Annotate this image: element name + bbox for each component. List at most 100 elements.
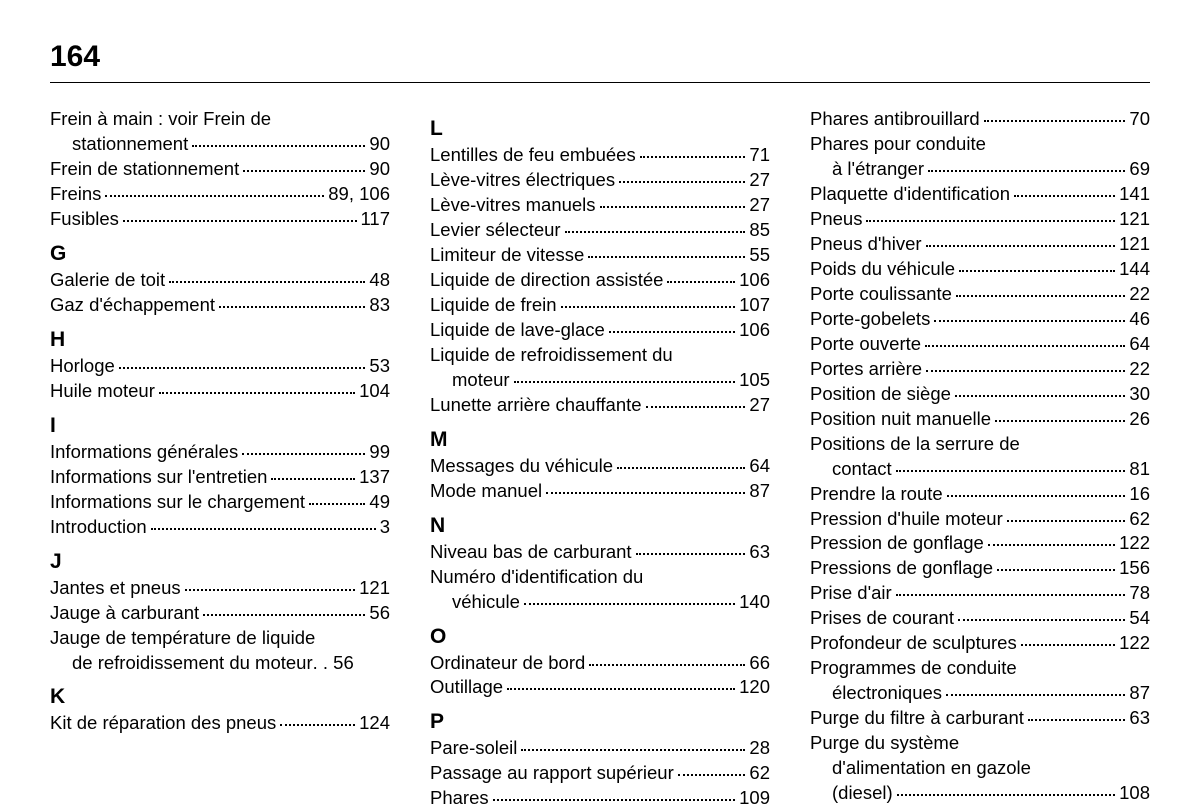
- index-entry-page: 26: [1129, 407, 1150, 432]
- index-entry: Levier sélecteur85: [430, 218, 770, 243]
- index-entry-page: 30: [1129, 382, 1150, 407]
- index-entry: Pressions de gonflage156: [810, 556, 1150, 581]
- page-number: 164: [50, 40, 1150, 74]
- index-entry-page: 106: [739, 268, 770, 293]
- index-entry-label: Lunette arrière chauffante: [430, 393, 642, 418]
- letter-heading: G: [50, 242, 390, 266]
- index-entry-page: 99: [369, 440, 390, 465]
- index-leader-dots: [896, 470, 1126, 472]
- index-entry: Lève-vitres manuels27: [430, 193, 770, 218]
- index-leader-dots: [169, 281, 365, 283]
- index-entry-label: Plaquette d'identification: [810, 182, 1010, 207]
- index-entry: Lunette arrière chauffante27: [430, 393, 770, 418]
- index-leader-dots: [947, 495, 1126, 497]
- index-leader-dots: [866, 220, 1115, 222]
- index-entry-label: Porte coulissante: [810, 282, 952, 307]
- index-entry-label: Prises de courant: [810, 606, 954, 631]
- index-entry-page: 64: [749, 454, 770, 479]
- index-entry-label: contact: [810, 457, 892, 482]
- index-entry-page: 141: [1119, 182, 1150, 207]
- index-column: LLentilles de feu embuées71Lève-vitres é…: [430, 107, 770, 811]
- index-leader-dots: [1014, 195, 1115, 197]
- index-entry-page: 62: [1129, 507, 1150, 532]
- index-entry: Liquide de lave-glace 106: [430, 318, 770, 343]
- index-entry: moteur105: [430, 368, 770, 393]
- index-entry-page: 16: [1129, 482, 1150, 507]
- index-entry-page: 108: [1119, 781, 1150, 806]
- index-entry-page: 62: [749, 761, 770, 786]
- index-entry-page: 89, 106: [328, 182, 390, 207]
- index-entry-label: stationnement: [50, 132, 188, 157]
- index-entry: Positions de la serrure de: [810, 432, 1150, 457]
- index-leader-dots: [514, 381, 736, 383]
- index-entry-page: 85: [749, 218, 770, 243]
- index-entry: Jauge de température de liquide: [50, 626, 390, 651]
- index-entry-label: Profondeur de sculptures: [810, 631, 1017, 656]
- index-entry-label: électroniques: [810, 681, 942, 706]
- index-entry-page: 69: [1129, 157, 1150, 182]
- index-entry-page: 106: [739, 318, 770, 343]
- index-entry-page: 48: [369, 268, 390, 293]
- index-entry-label: Niveau bas de carburant: [430, 540, 632, 565]
- index-leader-dots: [959, 270, 1115, 272]
- index-entry-label: Jauge de température de liquide: [50, 626, 315, 651]
- index-leader-dots: [636, 553, 746, 555]
- index-entry: Fusibles117: [50, 207, 390, 232]
- index-entry: Passage au rapport supérieur62: [430, 761, 770, 786]
- index-entry-label: Position nuit manuelle: [810, 407, 991, 432]
- index-entry: Phares109: [430, 786, 770, 811]
- index-entry-label: Liquide de lave-glace: [430, 318, 605, 343]
- index-column: Frein à main : voir Frein destationnemen…: [50, 107, 390, 811]
- index-leader-dots: [896, 594, 1126, 596]
- index-leader-dots: [646, 406, 746, 408]
- index-leader-dots: [678, 774, 746, 776]
- index-entry-label: Jantes et pneus: [50, 576, 181, 601]
- index-entry: Frein à main : voir Frein de: [50, 107, 390, 132]
- index-entry: Position de siège30: [810, 382, 1150, 407]
- index-leader-dots: [588, 256, 745, 258]
- index-leader-dots: [242, 453, 365, 455]
- index-entry-label: Liquide de refroidissement du: [430, 343, 673, 368]
- index-columns: Frein à main : voir Frein destationnemen…: [50, 107, 1150, 811]
- index-entry: Lentilles de feu embuées71: [430, 143, 770, 168]
- index-entry-page: 144: [1119, 257, 1150, 282]
- index-entry-label: Galerie de toit: [50, 268, 165, 293]
- index-leader-dots: [667, 281, 735, 283]
- index-entry: Poids du véhicule144: [810, 257, 1150, 282]
- index-entry-label: Liquide de frein: [430, 293, 557, 318]
- index-entry-label: Mode manuel: [430, 479, 542, 504]
- index-entry-label: Huile moteur: [50, 379, 155, 404]
- index-entry-page: 122: [1119, 631, 1150, 656]
- index-entry-page: 140: [739, 590, 770, 615]
- index-entry-label: Numéro d'identification du: [430, 565, 643, 590]
- index-entry: véhicule140: [430, 590, 770, 615]
- index-entry: Pression de gonflage122: [810, 531, 1150, 556]
- index-entry-label: Pression de gonflage: [810, 531, 984, 556]
- index-entry-label: Purge du système: [810, 731, 959, 756]
- index-entry: Prise d'air78: [810, 581, 1150, 606]
- index-entry: Pression d'huile moteur62: [810, 507, 1150, 532]
- index-leader-dots: [988, 544, 1115, 546]
- index-entry-label: Freins: [50, 182, 101, 207]
- index-entry: Prendre la route16: [810, 482, 1150, 507]
- index-entry: Portes arrière22: [810, 357, 1150, 382]
- index-leader-dots: [1007, 520, 1126, 522]
- index-entry-label: Informations sur le chargement: [50, 490, 305, 515]
- index-leader-dots: [203, 614, 365, 616]
- index-leader-dots: [926, 370, 1125, 372]
- index-entry-label: Liquide de direction assistée: [430, 268, 663, 293]
- index-leader-dots: [619, 181, 745, 183]
- index-leader-dots: [159, 392, 355, 394]
- index-entry-page: 54: [1129, 606, 1150, 631]
- index-entry-label: Outillage: [430, 675, 503, 700]
- index-entry: Niveau bas de carburant63: [430, 540, 770, 565]
- index-entry-label: Porte ouverte: [810, 332, 921, 357]
- index-leader-dots: [493, 799, 736, 801]
- index-entry-page: 105: [739, 368, 770, 393]
- index-entry-label: Lève-vitres électriques: [430, 168, 615, 193]
- index-entry: Phares pour conduite: [810, 132, 1150, 157]
- index-leader-dots: [984, 120, 1126, 122]
- letter-heading: P: [430, 710, 770, 734]
- index-entry-label: Pneus d'hiver: [810, 232, 922, 257]
- index-entry: Plaquette d'identification 141: [810, 182, 1150, 207]
